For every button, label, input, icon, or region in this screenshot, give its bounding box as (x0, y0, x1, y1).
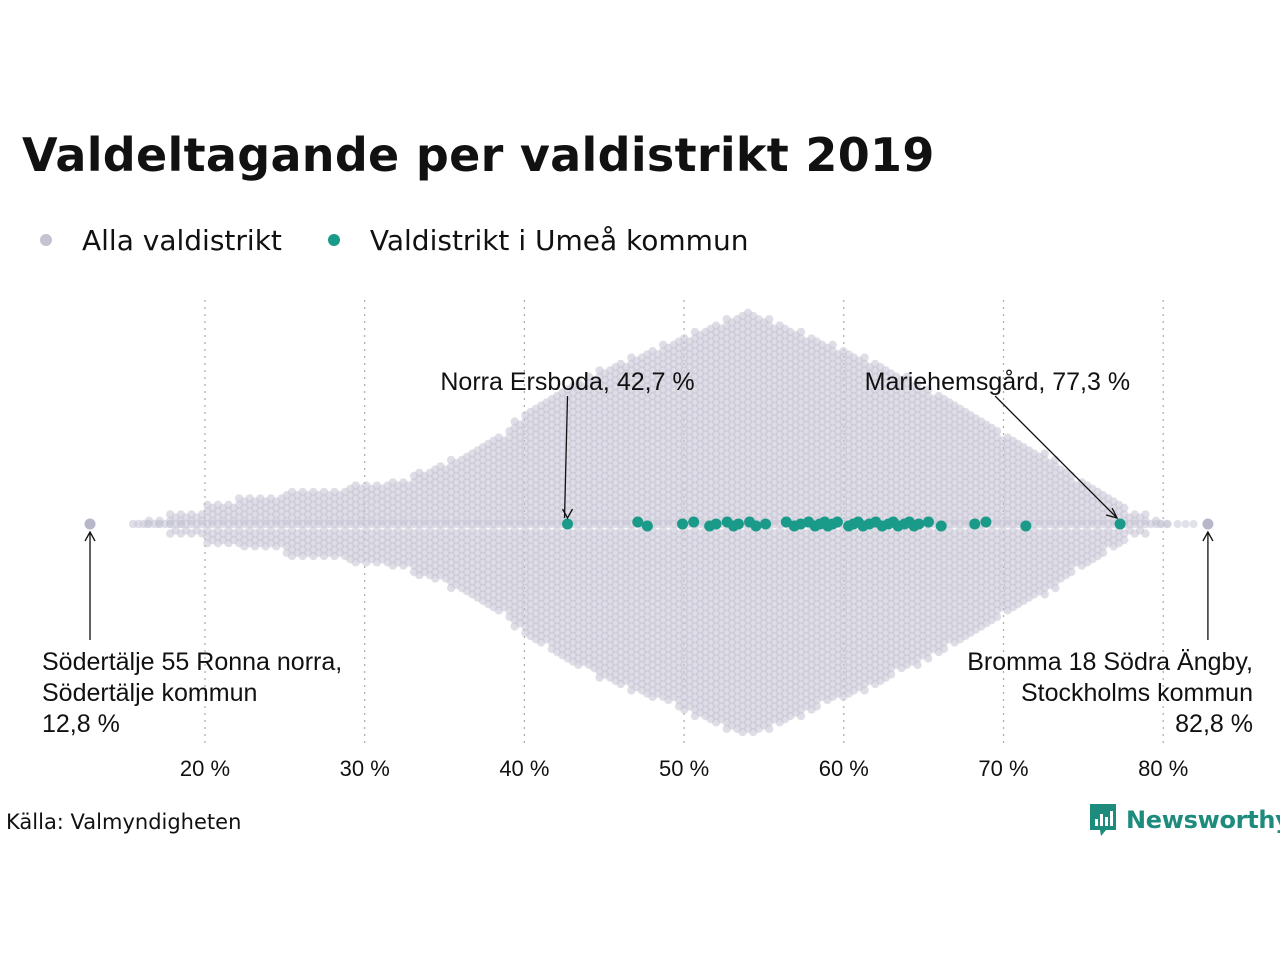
legend-item-all: Alla valdistrikt (40, 224, 282, 257)
district-point (764, 724, 774, 733)
district-point (860, 686, 869, 695)
district-point (913, 660, 922, 669)
legend-label-umea: Valdistrikt i Umeå kommun (369, 223, 749, 257)
legend-label-all: Alla valdistrikt (82, 223, 282, 257)
legend-item-umea: Valdistrikt i Umeå kommun (327, 223, 749, 257)
swarm-all-districts (84, 308, 1214, 737)
legend-dot-all (40, 234, 52, 246)
district-point (886, 670, 896, 679)
legend: Alla valdistrikt Valdistrikt i Umeå komm… (40, 220, 794, 260)
chart-title: Valdeltagande per valdistrikt 2019 (22, 128, 935, 182)
beeswarm-chart: Norra Ersboda, 42,7 % Mariehemsgård, 77,3… (42, 300, 1253, 781)
legend-dot-umea (327, 234, 340, 246)
district-point (796, 711, 806, 721)
district-point (812, 702, 822, 711)
